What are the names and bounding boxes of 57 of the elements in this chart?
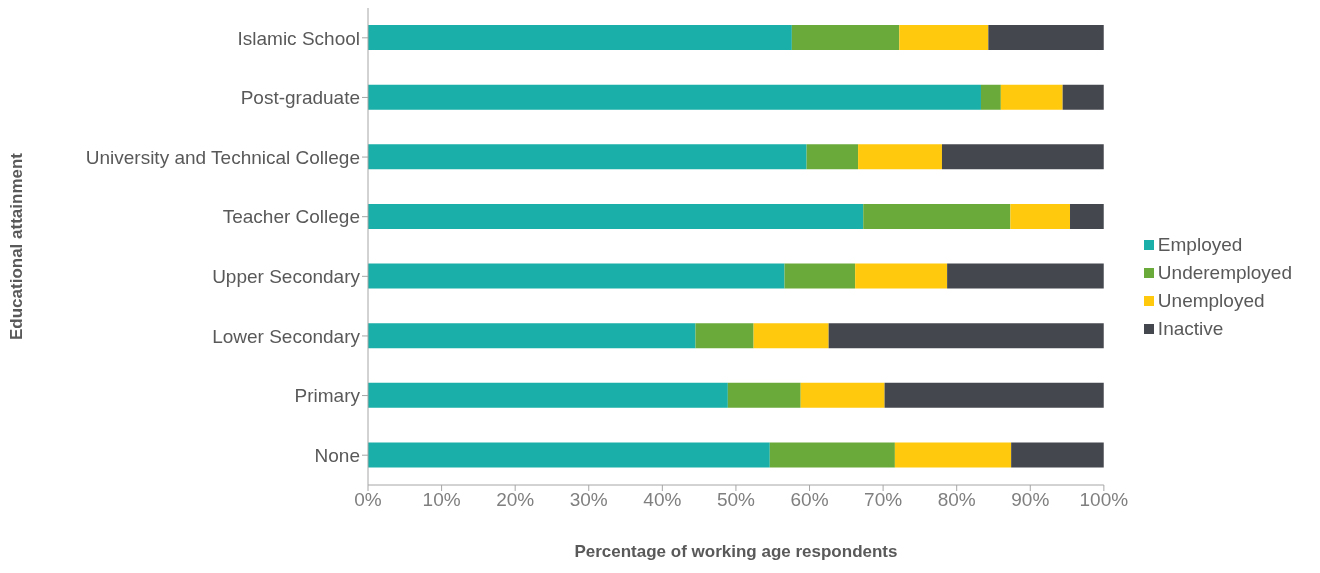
bar (947, 263, 1104, 289)
x-tick-label: 80% (937, 489, 976, 511)
legend-label: Inactive (1157, 317, 1224, 340)
bar (368, 382, 728, 408)
bar (828, 323, 1104, 349)
bar (1000, 84, 1063, 110)
bar (863, 203, 1011, 229)
legend-label: Underemployed (1157, 261, 1292, 284)
bar (1010, 203, 1071, 229)
x-tick-label: 100% (1079, 489, 1129, 511)
bar (368, 144, 807, 170)
y-axis-title: Educational attainment (7, 152, 27, 341)
y-tick-label: Primary (294, 385, 361, 407)
bar (368, 203, 864, 229)
bar (884, 382, 1104, 408)
x-tick-label: 30% (569, 489, 608, 511)
bar (980, 84, 1001, 110)
x-tick-label: 60% (790, 489, 829, 511)
bar (941, 144, 1104, 170)
legend-label: Unemployed (1157, 289, 1265, 312)
bar (368, 25, 792, 50)
bar (806, 144, 859, 170)
bar (727, 382, 801, 408)
y-tick-label: Post-graduate (240, 87, 360, 109)
bar (899, 25, 989, 50)
bar (368, 442, 770, 468)
y-tick-label: Teacher College (222, 206, 360, 228)
bar (368, 84, 981, 110)
y-tick-label: Upper Secondary (212, 266, 361, 288)
bar (1070, 203, 1104, 229)
bar (1011, 442, 1104, 468)
bar (791, 25, 900, 50)
bar (769, 442, 895, 468)
bar (858, 144, 942, 170)
x-tick-label: 0% (354, 489, 382, 511)
bar (784, 263, 856, 289)
bar (894, 442, 1012, 468)
x-tick-label: 90% (1011, 489, 1050, 511)
x-tick-label: 50% (716, 489, 756, 511)
y-tick-label: Lower Secondary (212, 325, 361, 347)
y-tick-label: Islamic School (237, 27, 360, 49)
legend-label: Employed (1157, 233, 1243, 256)
bar (368, 263, 785, 289)
bar (800, 382, 885, 408)
bar (368, 323, 696, 349)
x-tick-label: 20% (496, 489, 535, 511)
x-tick-label: 10% (422, 489, 461, 511)
x-tick-label: 40% (643, 489, 682, 511)
bar (1062, 84, 1104, 110)
y-tick-label: None (314, 444, 360, 466)
x-tick-label: 70% (864, 489, 903, 511)
x-axis-title: Percentage of working age respondents (574, 542, 898, 561)
y-tick-label: University and Technical College (85, 146, 360, 168)
bar (695, 323, 754, 349)
bar (855, 263, 948, 289)
bar (753, 323, 829, 349)
bar (988, 25, 1104, 50)
